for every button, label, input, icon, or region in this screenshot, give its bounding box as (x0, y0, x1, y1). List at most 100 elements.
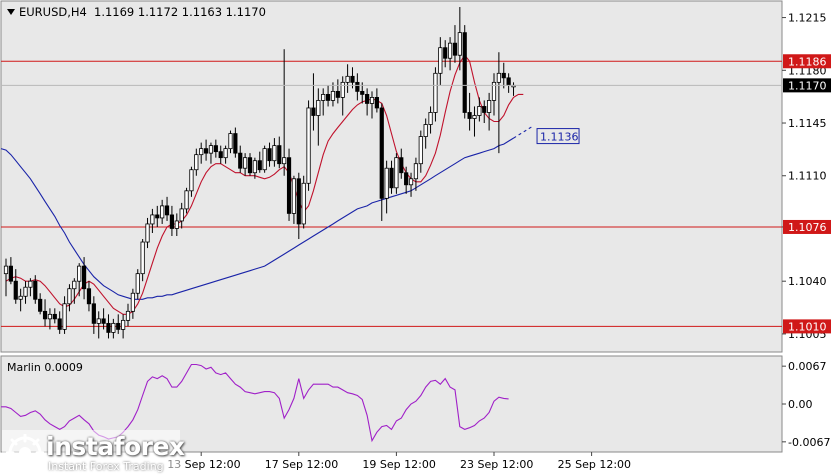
time-axis: 13 Sep 12:00 17 Sep 12:00 19 Sep 12:00 23 S… (167, 452, 631, 471)
candle-body (106, 322, 111, 333)
candle-body (13, 280, 18, 300)
candle-body (472, 115, 477, 119)
candle (203, 139, 209, 161)
candle (282, 49, 287, 176)
candle-body (116, 322, 121, 330)
candle-body (501, 72, 506, 79)
candle (140, 239, 145, 282)
candle (106, 314, 111, 339)
candle (501, 62, 506, 89)
candle-body (111, 322, 116, 333)
candle-body (203, 148, 209, 154)
candle-body (340, 81, 345, 98)
candle-body (267, 148, 272, 162)
candle-body (86, 288, 92, 305)
candle (369, 91, 375, 119)
level-tag-label: 1.1076 (788, 221, 827, 234)
fast-ma-line (5, 54, 524, 315)
candle (350, 67, 355, 89)
candle-body (81, 265, 87, 290)
moving-averages: 1.1136 (0, 54, 580, 315)
candle-body (443, 47, 448, 59)
candle-body (413, 163, 419, 180)
candle (86, 281, 92, 312)
candle-body (360, 90, 365, 95)
candle (404, 166, 409, 194)
candle (428, 106, 433, 134)
candle (443, 40, 448, 68)
candle-body (155, 214, 160, 219)
chart-symbol: EURUSD,H4 (19, 5, 87, 19)
candle-body (306, 107, 311, 184)
candle-body (23, 286, 28, 297)
chart-menu-triangle-icon[interactable] (7, 9, 15, 15)
candle (125, 303, 131, 327)
candle (160, 199, 165, 224)
candle-body (282, 157, 287, 165)
candle (262, 145, 267, 173)
candle (360, 82, 365, 104)
candle-body (42, 310, 48, 320)
candle (52, 308, 57, 324)
candle-body (208, 145, 214, 154)
candle (491, 73, 497, 116)
watermark: instaforex Instant Forex Trading (2, 430, 185, 476)
candle (438, 37, 443, 86)
candle (62, 296, 67, 334)
candle (462, 25, 467, 119)
candle (301, 175, 306, 229)
candle-body (433, 72, 438, 113)
candle (394, 153, 399, 194)
candle (472, 106, 477, 137)
candle (243, 153, 248, 176)
candle-body (223, 148, 228, 159)
candle (399, 148, 404, 179)
candle (418, 130, 423, 173)
candle (194, 148, 199, 176)
candle (374, 88, 379, 113)
candle-body (91, 303, 96, 324)
candle-body (438, 47, 443, 74)
candle-body (487, 100, 492, 113)
candle-body (272, 145, 277, 162)
candle-body (189, 169, 194, 192)
candle-body (257, 160, 262, 171)
current-price-tag (783, 78, 831, 93)
candle (496, 52, 501, 154)
candle-body (18, 295, 23, 300)
candle-body (321, 93, 326, 101)
marlin-line (1, 363, 509, 443)
candle (47, 308, 53, 330)
candle (487, 92, 492, 131)
current-price-label: 1.1170 (788, 79, 827, 92)
candle (28, 278, 33, 297)
time-tick-label: 23 Sep 12:00 (460, 458, 533, 471)
candle (145, 217, 150, 249)
candle (91, 296, 96, 334)
candle-body (57, 318, 62, 330)
candle (286, 148, 292, 221)
candle (330, 82, 336, 107)
candle (164, 196, 170, 221)
candle (384, 160, 389, 214)
candle-body (496, 72, 501, 83)
price-tick-label: 1.1110 (788, 170, 827, 183)
candle (121, 314, 126, 339)
candle (408, 172, 414, 197)
level-tag-0 (783, 54, 831, 69)
candle-body (125, 310, 131, 321)
price-axis: 1.12151.11801.11451.11101.10761.10401.10… (1, 12, 831, 341)
candle (272, 138, 277, 167)
watermark-tagline: Instant Forex Trading (48, 460, 164, 473)
candle-body (316, 100, 321, 116)
candle (345, 64, 350, 93)
candle-body (418, 136, 423, 165)
candlesticks (3, 7, 516, 339)
indicator-label: Marlin 0.0009 (7, 361, 83, 374)
candle (311, 73, 316, 131)
slow-ma-projection (513, 125, 534, 139)
marlin-oscillator: 0.0067 0.00 -0.0067 (1, 360, 830, 449)
candle (8, 257, 13, 285)
candle-body (379, 107, 384, 199)
slow-ma-line (0, 137, 514, 300)
